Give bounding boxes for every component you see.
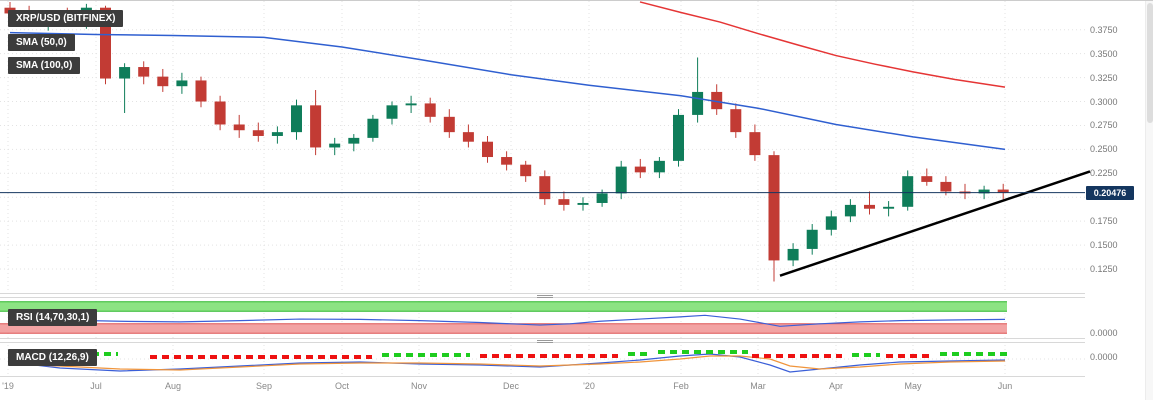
candle-body [157,76,169,87]
price-tick-label: 0.3500 [1090,48,1118,59]
time-tick-label: Jun [997,381,1013,391]
macd-indicator-label[interactable]: MACD (12,26,9) [8,349,97,366]
candle-body [615,166,627,194]
candle-body [252,130,264,136]
time-tick-label: May [904,381,922,391]
candle-body [310,105,322,148]
scrollbar-thumb[interactable] [1147,3,1153,123]
vertical-scrollbar[interactable] [1145,1,1153,400]
macd-signal-line [9,355,1006,371]
trendline [779,170,1091,277]
candle-body [176,80,188,87]
candle-body [100,7,111,79]
candle-body [462,132,474,142]
rsi-overbought-band [0,301,1007,312]
price-tick-label: 0.2250 [1090,168,1118,179]
candle-body [233,124,245,131]
rsi-axis-label: 0.0000 [1090,328,1118,338]
legend-symbol[interactable]: XRP/USD (BITFINEX) [8,10,124,27]
time-tick-label: Dec [502,381,520,391]
current-price-badge: 0.20476 [1086,186,1134,200]
candle-body [768,155,780,261]
time-axis: '19 Jul Aug Sep Oct Nov Dec '20 Feb Mar Apr May Jun [0,376,1085,400]
candle-body [978,189,990,194]
candle-body [520,164,532,177]
candle-body [997,189,1009,193]
candle-body [864,204,875,209]
candle-body [329,143,341,148]
candle-body [577,202,589,205]
time-tick-label: '20 [583,381,595,391]
candle-body [424,103,436,117]
rsi-line [9,314,1006,327]
candle-body [711,91,723,110]
candle-body [539,176,551,200]
candle-body [692,91,704,115]
time-tick-label: Aug [164,381,182,391]
candle-body [558,199,570,205]
candle-body [653,160,665,173]
price-tick-label: 0.1500 [1090,240,1118,251]
legend-sma100[interactable]: SMA (100,0) [8,57,81,74]
panel-resize-handle[interactable] [537,295,553,298]
price-tick-label: 0.3250 [1090,72,1118,83]
price-tick-label: 0.1750 [1090,216,1118,227]
time-tick-label: Sep [255,381,273,391]
rsi-indicator-label[interactable]: RSI (14,70,30,1) [8,309,98,326]
candle-body [291,105,302,133]
candle-body [271,132,283,136]
candle-body [138,67,150,77]
price-tick-label: 0.2750 [1090,120,1118,131]
candle-body [940,181,952,192]
candle-body [806,229,818,249]
candle-body [825,216,837,230]
candle-body [902,176,914,207]
candle-body [787,248,799,261]
price-tick-label: 0.1250 [1090,264,1118,275]
candle-body [749,132,761,156]
candle-body [673,114,684,161]
candle-body [596,193,608,203]
chart-canvas[interactable] [0,1,1140,376]
panel-resize-handle[interactable] [537,340,553,343]
panel-divider-main-rsi [0,293,1085,298]
time-tick-label: Jul [90,381,102,391]
panel-divider-rsi-macd [0,338,1085,343]
candle-body [348,137,360,144]
candle-body [482,141,493,158]
time-tick-label: Mar [750,381,766,391]
candle-body [501,157,513,165]
price-tick-label: 0.3750 [1090,24,1118,35]
time-tick-label: Nov [410,381,428,391]
price-tick-label: 0.3000 [1090,96,1118,107]
candle-body [195,80,207,102]
candle-body [634,166,646,173]
sma100-line [639,1,1006,88]
macd-axis-label: 0.0000 [1090,352,1118,362]
candle-body [443,116,455,133]
candle-body [405,103,417,106]
candle-body [921,176,933,182]
rsi-oversold-band [0,323,1007,334]
candle-body [883,206,895,209]
time-tick-label: Feb [673,381,689,391]
candle-body [730,109,742,133]
candle-body [386,105,398,119]
macd-line [9,353,1006,373]
candle-body [367,118,379,138]
time-tick-label: Apr [828,381,844,391]
candle-body [214,101,226,125]
price-tick-label: 0.2500 [1090,144,1118,155]
sma50-line [9,31,1006,151]
time-tick-label: '19 [2,381,14,391]
candle-body [844,204,856,217]
legend-sma50[interactable]: SMA (50,0) [8,34,75,51]
candle-body [119,67,131,79]
time-tick-label: Oct [334,381,350,391]
